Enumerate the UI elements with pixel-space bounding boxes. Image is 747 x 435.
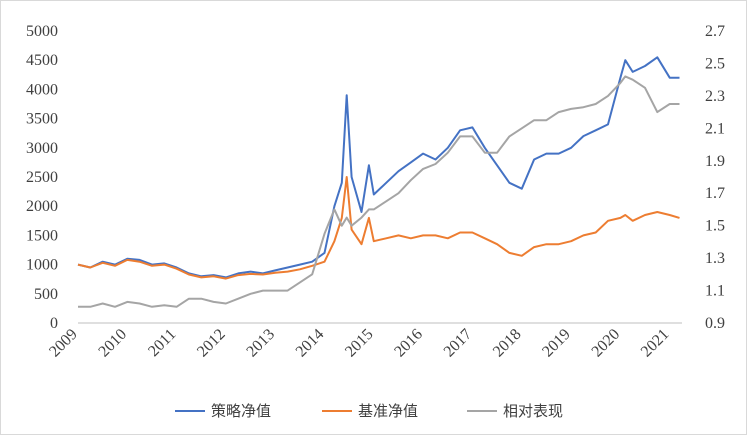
y-right-tick-label: 2.5 [705,55,725,72]
y-left-tick-label: 3000 [26,140,58,157]
series-line-2 [77,176,680,280]
y-right-tick-label: 2.7 [705,23,725,40]
x-tick-label: 2014 [293,326,328,361]
y-left-tick-label: 3500 [26,111,58,128]
y-right-tick-label: 1.1 [705,283,725,300]
legend: 策略净值 基准净值 相对表现 [175,402,563,420]
x-tick-label: 2011 [145,326,179,360]
x-tick-label: 2015 [342,326,377,361]
x-tick-label: 2019 [539,326,574,361]
series-line-1 [77,56,680,279]
y-left-tick-label: 0 [50,315,58,332]
x-tick-label: 2016 [391,326,426,361]
y-right-tick-label: 1.3 [705,250,725,267]
y-right-tick-label: 2.3 [705,88,725,105]
x-tick-label: 2021 [638,326,673,361]
y-left-tick-label: 4000 [26,81,58,98]
y-left-tick-label: 2500 [26,169,58,186]
x-tick-label: 2020 [589,326,624,361]
y-right-tick-label: 1.7 [705,185,725,202]
x-tick-label: 2018 [490,326,525,361]
y-left-tick-label: 1500 [26,227,58,244]
y-right-tick-label: 0.9 [705,315,725,332]
legend-label-1: 策略净值 [211,402,271,420]
y-right-tick-label: 2.1 [705,120,725,137]
y-left-tick-label: 5000 [26,23,58,40]
y-left-tick-label: 4500 [26,52,58,69]
series-line-3 [78,75,680,308]
legend-label-2: 基准净值 [358,402,418,420]
series-layer [77,56,680,308]
right-tick-labels: 0.9 1.1 1.3 1.5 1.7 1.9 2.1 2.3 2.5 2.7 [705,23,725,332]
x-tick-labels: 2009 2010 2011 2012 2013 2014 2015 2016 2017 2018… [46,326,672,361]
legend-label-3: 相对表现 [503,402,563,420]
y-left-tick-label: 2000 [26,198,58,215]
y-right-tick-label: 1.9 [705,153,725,170]
y-right-tick-label: 1.5 [705,218,725,235]
x-tick-label: 2013 [243,326,278,361]
y-left-tick-label: 500 [34,286,58,303]
x-tick-label: 2010 [95,326,130,361]
x-tick-label: 2012 [194,326,229,361]
x-tick-label: 2017 [441,326,476,361]
y-left-tick-label: 1000 [26,257,58,274]
left-tick-labels: 0 500 1000 1500 2000 2500 3000 3500 4000 4500 5000 [26,23,58,332]
